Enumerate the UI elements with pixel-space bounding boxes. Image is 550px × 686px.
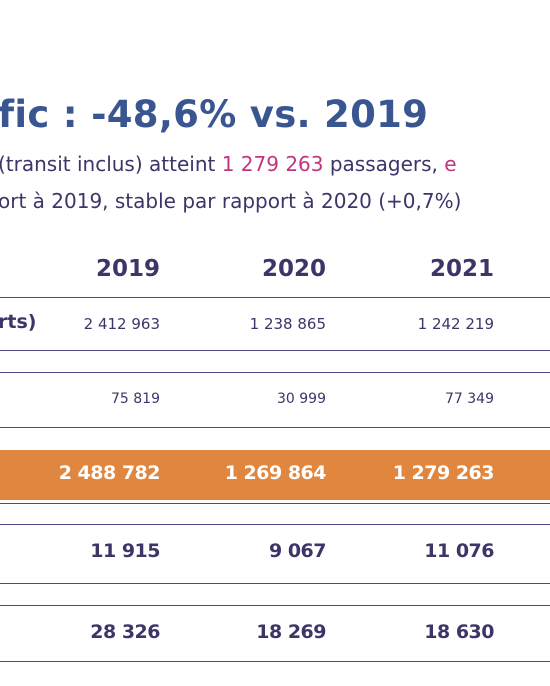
table-rule <box>0 661 550 662</box>
subtitle-line-2: ort à 2019, stable par rapport à 2020 (+… <box>0 189 462 213</box>
page-title: fic : -48,6% vs. 2019 <box>0 93 429 136</box>
subtitle-text: (transit inclus) atteint <box>0 152 222 176</box>
table-rule <box>0 297 550 298</box>
table-cell: 28 326 <box>90 621 160 643</box>
table-cell: 9 067 <box>269 540 327 562</box>
table-cell: 11 076 <box>424 540 494 562</box>
subtitle-line-1: (transit inclus) atteint 1 279 263 passa… <box>0 152 457 176</box>
total-cell: 1 269 864 <box>224 462 327 484</box>
total-row-highlight <box>0 450 550 500</box>
table-cell: 77 349 <box>445 391 494 407</box>
table-cell: 18 269 <box>256 621 326 643</box>
total-cell: 1 279 263 <box>392 462 495 484</box>
column-header-2021: 2021 <box>429 256 494 282</box>
table-cell: 18 630 <box>424 621 494 643</box>
passenger-total-highlight: 1 279 263 <box>221 152 324 176</box>
subtitle-text: passagers, <box>323 152 445 176</box>
row-label: rts) <box>0 311 37 333</box>
table-rule <box>0 524 550 525</box>
table-rule <box>0 350 550 351</box>
subtitle-trailing-text: e <box>444 152 457 176</box>
table-cell: 30 999 <box>277 391 326 407</box>
table-cell: 75 819 <box>111 391 160 407</box>
table-rule <box>0 583 550 584</box>
table-cell: 2 412 963 <box>83 315 160 333</box>
table-cell: 1 238 865 <box>249 315 326 333</box>
table-rule <box>0 427 550 428</box>
table-cell: 1 242 219 <box>417 315 494 333</box>
column-header-2019: 2019 <box>95 256 160 282</box>
total-cell: 2 488 782 <box>58 462 161 484</box>
column-header-2020: 2020 <box>261 256 326 282</box>
table-cell: 11 915 <box>90 540 160 562</box>
table-rule <box>0 503 550 504</box>
table-rule <box>0 372 550 373</box>
table-rule <box>0 605 550 606</box>
